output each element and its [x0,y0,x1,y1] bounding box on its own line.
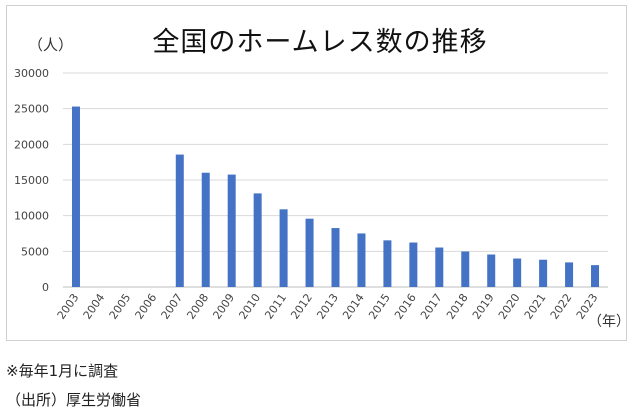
y-tick-label: 10000 [14,210,49,223]
bar-2018 [461,251,470,287]
bar-2009 [227,174,236,287]
x-tick-label: 2004 [81,291,108,321]
x-tick-label: 2017 [418,291,445,321]
x-tick-label: 2020 [496,291,523,321]
x-tick-label: 2023 [574,291,601,321]
chart-frame [6,5,627,341]
x-tick-label: 2022 [548,291,575,321]
x-tick-label: 2021 [522,291,549,321]
chart-title: 全国のホームレス数の推移 [152,27,488,58]
bar-2003 [71,106,80,287]
x-tick-label: 2012 [288,291,315,321]
x-tick-label: 2011 [262,291,289,321]
bar-2019 [487,254,496,287]
bar-2017 [435,247,444,287]
x-tick-label: 2009 [210,291,237,321]
x-tick-label: 2015 [366,291,393,321]
y-tick-label: 15000 [14,174,49,187]
bar-2023 [591,265,600,287]
bar-2016 [409,242,418,287]
y-tick-label: 20000 [14,138,49,151]
bar-2015 [383,240,392,287]
y-axis-unit-label: （人） [28,36,74,54]
y-tick-label: 5000 [21,245,49,258]
bar-2010 [253,193,262,287]
x-tick-label: 2003 [55,291,82,321]
x-tick-label: 2005 [107,291,134,321]
bar-2014 [357,233,366,287]
x-tick-label: 2008 [184,291,211,321]
survey-note: ※毎年1月に調査 [6,362,119,380]
x-tick-label: 2010 [236,291,263,321]
x-tick-label: 2019 [470,291,497,321]
y-tick-label: 25000 [14,103,49,116]
bar-2021 [539,259,548,287]
x-tick-label: 2007 [159,291,186,321]
x-tick-label: 2013 [314,291,341,321]
bar-2007 [175,154,184,287]
x-tick-label: 2006 [133,291,160,321]
bar-2008 [201,172,210,287]
bar-2013 [331,228,340,287]
bar-2011 [279,209,288,287]
y-tick-label: 0 [42,281,49,294]
source-note: （出所）厚生労働省 [6,391,142,409]
x-tick-label: 2014 [340,291,367,321]
y-tick-label: 30000 [14,67,49,80]
x-tick-label: 2016 [392,291,419,321]
x-tick-label: 2018 [444,291,471,321]
bar-2012 [305,218,314,287]
x-axis-unit-label: （年） [588,314,630,330]
bar-2022 [565,262,574,287]
bar-2020 [513,258,522,287]
